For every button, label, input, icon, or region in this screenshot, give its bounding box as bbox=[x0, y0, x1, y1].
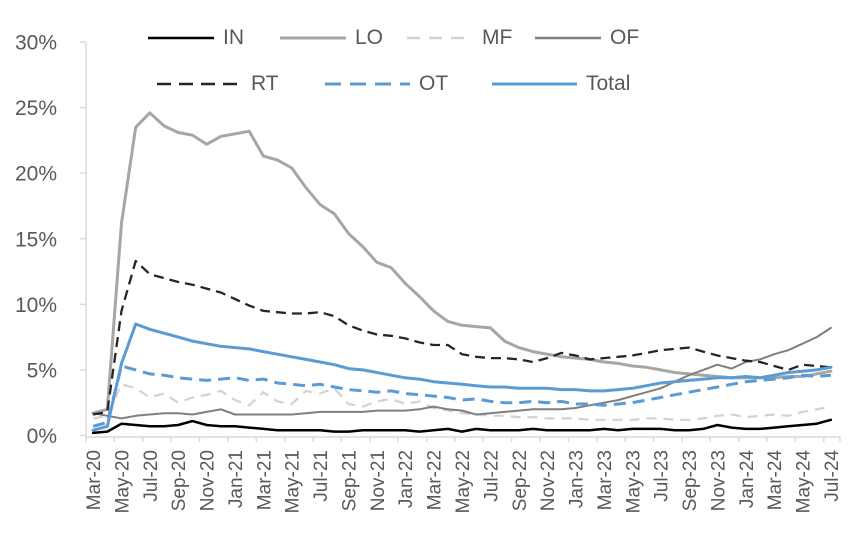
x-axis-label: Mar-21 bbox=[254, 450, 275, 510]
legend-swatch-OT bbox=[325, 82, 410, 86]
legend-label-OF: OF bbox=[610, 26, 640, 49]
x-axis-label: Jan-24 bbox=[737, 450, 758, 509]
x-axis-label: Sep-21 bbox=[339, 450, 360, 511]
x-axis-label: May-24 bbox=[794, 450, 815, 514]
x-axis-label: Jul-20 bbox=[141, 450, 162, 502]
x-axis-label: Jan-23 bbox=[567, 450, 588, 508]
y-axis-label: 25% bbox=[15, 97, 57, 120]
legend-item-OF: OF bbox=[535, 26, 639, 50]
x-axis-label: May-21 bbox=[283, 450, 304, 513]
x-axis-label: Mar-23 bbox=[595, 450, 616, 510]
y-axis-label: 15% bbox=[15, 228, 57, 251]
legend-item-IN: IN bbox=[148, 26, 244, 50]
x-axis-label: Jan-22 bbox=[396, 450, 417, 508]
x-axis-label: May-22 bbox=[453, 450, 474, 513]
series-line-OT bbox=[92, 364, 832, 428]
series-line-IN bbox=[91, 418, 833, 435]
series-line-MF bbox=[92, 383, 832, 421]
x-axis-label: May-20 bbox=[112, 450, 133, 513]
legend-swatch-IN bbox=[148, 36, 214, 40]
legend-label-LO: LO bbox=[355, 26, 384, 49]
legend-swatch-Total bbox=[492, 82, 577, 86]
series-line-Total bbox=[91, 322, 833, 432]
x-axis-label: Nov-22 bbox=[538, 450, 559, 511]
y-axis-label: 0% bbox=[27, 425, 57, 448]
legend-label-RT: RT bbox=[251, 72, 279, 95]
x-axis-label: Jul-21 bbox=[311, 450, 332, 502]
legend-item-Total: Total bbox=[492, 72, 630, 96]
series-line-RT bbox=[92, 259, 832, 416]
x-axis-label: Jan-21 bbox=[226, 450, 247, 508]
x-axis-label: Jul-23 bbox=[652, 450, 673, 502]
legend-label-Total: Total bbox=[586, 72, 631, 95]
legend-swatch-OF bbox=[535, 36, 601, 40]
legend-item-LO: LO bbox=[280, 26, 383, 50]
legend-label-MF: MF bbox=[482, 26, 513, 49]
y-axis-label: 5% bbox=[27, 359, 57, 382]
x-axis-label: Sep-23 bbox=[680, 450, 701, 511]
y-axis-label: 20% bbox=[15, 163, 57, 186]
legend-label-IN: IN bbox=[223, 26, 244, 49]
x-axis-label: May-23 bbox=[623, 450, 644, 513]
y-axis-label: 30% bbox=[15, 32, 57, 55]
legend-item-MF: MF bbox=[407, 26, 512, 50]
legend-swatch-MF bbox=[407, 36, 473, 40]
legend-item-OT: OT bbox=[325, 72, 448, 96]
x-axis-label: Sep-20 bbox=[169, 450, 190, 511]
x-axis-label: Nov-23 bbox=[708, 450, 729, 511]
series-line-OF bbox=[92, 326, 832, 420]
legend-row: RT OT Total bbox=[0, 72, 852, 96]
x-axis-label: Nov-21 bbox=[368, 450, 389, 511]
legend-row: IN LO MF OF bbox=[0, 26, 852, 50]
series-line-LO bbox=[91, 111, 833, 415]
legend-swatch-RT bbox=[157, 82, 242, 86]
x-axis-label: Jul-22 bbox=[481, 450, 502, 502]
x-axis-label: Nov-20 bbox=[198, 450, 219, 511]
x-axis-label: Jul-24 bbox=[822, 450, 843, 502]
y-axis-label: 10% bbox=[15, 294, 57, 317]
legend-item-RT: RT bbox=[157, 72, 279, 96]
x-axis-label: Mar-24 bbox=[765, 450, 786, 511]
legend-swatch-LO bbox=[280, 36, 346, 40]
x-axis-label: Mar-22 bbox=[425, 450, 446, 510]
x-axis-label: Sep-22 bbox=[510, 450, 531, 511]
legend-label-OT: OT bbox=[419, 72, 449, 95]
x-axis-label: Mar-20 bbox=[84, 450, 105, 510]
